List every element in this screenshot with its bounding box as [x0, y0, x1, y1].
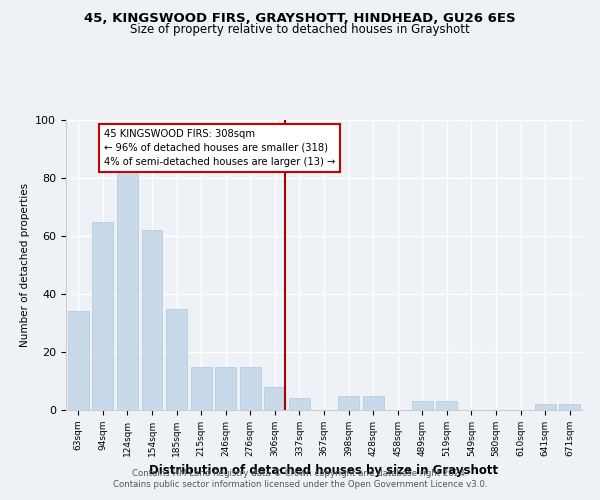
Bar: [92, 222, 113, 410]
X-axis label: Distribution of detached houses by size in Grayshott: Distribution of detached houses by size …: [149, 464, 499, 477]
Bar: [191, 366, 212, 410]
Bar: [535, 404, 556, 410]
Bar: [338, 396, 359, 410]
Bar: [436, 402, 457, 410]
Bar: [559, 404, 580, 410]
Bar: [142, 230, 163, 410]
Bar: [166, 308, 187, 410]
Y-axis label: Number of detached properties: Number of detached properties: [20, 183, 30, 347]
Text: Contains public sector information licensed under the Open Government Licence v3: Contains public sector information licen…: [113, 480, 487, 489]
Bar: [215, 366, 236, 410]
Text: 45 KINGSWOOD FIRS: 308sqm
← 96% of detached houses are smaller (318)
4% of semi-: 45 KINGSWOOD FIRS: 308sqm ← 96% of detac…: [104, 128, 335, 166]
Bar: [68, 312, 89, 410]
Text: Contains HM Land Registry data © Crown copyright and database right 2024.: Contains HM Land Registry data © Crown c…: [132, 468, 468, 477]
Bar: [117, 166, 138, 410]
Bar: [240, 366, 261, 410]
Text: 45, KINGSWOOD FIRS, GRAYSHOTT, HINDHEAD, GU26 6ES: 45, KINGSWOOD FIRS, GRAYSHOTT, HINDHEAD,…: [84, 12, 516, 26]
Bar: [412, 402, 433, 410]
Bar: [289, 398, 310, 410]
Text: Size of property relative to detached houses in Grayshott: Size of property relative to detached ho…: [130, 22, 470, 36]
Bar: [362, 396, 383, 410]
Bar: [265, 387, 286, 410]
